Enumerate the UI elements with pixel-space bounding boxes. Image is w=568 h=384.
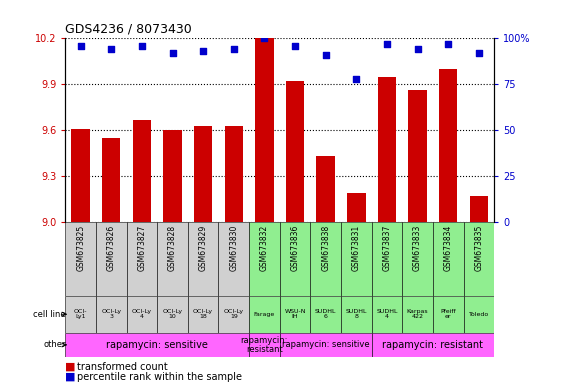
Text: rapamycin: sensitive: rapamycin: sensitive bbox=[282, 340, 370, 349]
Text: transformed count: transformed count bbox=[77, 362, 168, 372]
Point bbox=[290, 43, 299, 49]
Bar bbox=[219, 222, 249, 296]
Bar bbox=[280, 296, 310, 333]
Bar bbox=[157, 222, 188, 296]
Text: GSM673834: GSM673834 bbox=[444, 225, 453, 271]
Text: OCI-Ly
4: OCI-Ly 4 bbox=[132, 309, 152, 319]
Text: SUDHL
8: SUDHL 8 bbox=[345, 309, 367, 319]
Bar bbox=[433, 296, 463, 333]
Text: rapamycin:
resistant: rapamycin: resistant bbox=[241, 336, 288, 354]
Text: GSM673835: GSM673835 bbox=[474, 225, 483, 271]
Text: GSM673832: GSM673832 bbox=[260, 225, 269, 271]
Bar bbox=[371, 333, 494, 357]
Bar bbox=[280, 333, 371, 357]
Text: ■: ■ bbox=[65, 372, 76, 382]
Text: GSM673827: GSM673827 bbox=[137, 225, 147, 271]
Text: other: other bbox=[43, 340, 66, 349]
Point bbox=[352, 76, 361, 82]
Text: GSM673837: GSM673837 bbox=[382, 225, 391, 271]
Text: OCI-Ly
18: OCI-Ly 18 bbox=[193, 309, 213, 319]
Bar bbox=[371, 222, 402, 296]
Point bbox=[76, 43, 85, 49]
Bar bbox=[255, 38, 274, 222]
Text: Farage: Farage bbox=[254, 312, 275, 317]
Text: SUDHL
6: SUDHL 6 bbox=[315, 309, 336, 319]
Text: GSM673836: GSM673836 bbox=[291, 225, 299, 271]
Text: cell line: cell line bbox=[34, 310, 66, 319]
Bar bbox=[249, 296, 280, 333]
Text: OCI-
Ly1: OCI- Ly1 bbox=[74, 309, 87, 319]
Bar bbox=[188, 296, 219, 333]
Bar bbox=[133, 119, 151, 222]
Text: ■: ■ bbox=[65, 362, 76, 372]
Point bbox=[444, 41, 453, 47]
Bar bbox=[102, 138, 120, 222]
Text: rapamycin: sensitive: rapamycin: sensitive bbox=[106, 340, 208, 350]
Bar bbox=[127, 296, 157, 333]
Text: Toledo: Toledo bbox=[469, 312, 489, 317]
Bar bbox=[341, 296, 371, 333]
Bar bbox=[402, 222, 433, 296]
Text: percentile rank within the sample: percentile rank within the sample bbox=[77, 372, 241, 382]
Bar bbox=[224, 126, 243, 222]
Text: WSU-N
IH: WSU-N IH bbox=[285, 309, 306, 319]
Point bbox=[107, 46, 116, 53]
Point bbox=[229, 46, 239, 53]
Text: GDS4236 / 8073430: GDS4236 / 8073430 bbox=[65, 23, 192, 36]
Text: SUDHL
4: SUDHL 4 bbox=[376, 309, 398, 319]
Bar bbox=[371, 296, 402, 333]
Text: Pfeiff
er: Pfeiff er bbox=[440, 309, 456, 319]
Bar bbox=[286, 81, 304, 222]
Text: OCI-Ly
3: OCI-Ly 3 bbox=[101, 309, 122, 319]
Bar bbox=[439, 69, 457, 222]
Text: Karpas
422: Karpas 422 bbox=[407, 309, 428, 319]
Text: rapamycin: resistant: rapamycin: resistant bbox=[382, 340, 483, 350]
Bar bbox=[280, 222, 310, 296]
Point bbox=[137, 43, 147, 49]
Bar bbox=[157, 296, 188, 333]
Bar bbox=[72, 129, 90, 222]
Text: GSM673829: GSM673829 bbox=[199, 225, 208, 271]
Bar bbox=[463, 296, 494, 333]
Point bbox=[199, 48, 208, 55]
Bar bbox=[96, 222, 127, 296]
Bar bbox=[470, 196, 488, 222]
Point bbox=[413, 46, 422, 53]
Text: GSM673830: GSM673830 bbox=[229, 225, 239, 271]
Text: GSM673826: GSM673826 bbox=[107, 225, 116, 271]
Text: GSM673833: GSM673833 bbox=[413, 225, 422, 271]
Point bbox=[474, 50, 483, 56]
Bar bbox=[316, 156, 335, 222]
Bar bbox=[194, 126, 212, 222]
Bar bbox=[433, 222, 463, 296]
Bar bbox=[65, 333, 249, 357]
Bar bbox=[249, 333, 280, 357]
Bar bbox=[249, 222, 280, 296]
Text: OCI-Ly
10: OCI-Ly 10 bbox=[162, 309, 182, 319]
Bar bbox=[127, 222, 157, 296]
Text: GSM673825: GSM673825 bbox=[76, 225, 85, 271]
Bar bbox=[188, 222, 219, 296]
Text: GSM673828: GSM673828 bbox=[168, 225, 177, 271]
Text: GSM673831: GSM673831 bbox=[352, 225, 361, 271]
Text: OCI-Ly
19: OCI-Ly 19 bbox=[224, 309, 244, 319]
Bar bbox=[402, 296, 433, 333]
Point bbox=[382, 41, 391, 47]
Bar bbox=[463, 222, 494, 296]
Bar bbox=[378, 77, 396, 222]
Bar bbox=[164, 130, 182, 222]
Bar bbox=[65, 296, 96, 333]
Bar bbox=[96, 296, 127, 333]
Bar bbox=[310, 222, 341, 296]
Bar bbox=[408, 91, 427, 222]
Bar bbox=[219, 296, 249, 333]
Point bbox=[168, 50, 177, 56]
Point bbox=[260, 35, 269, 41]
Bar bbox=[65, 222, 96, 296]
Text: GSM673838: GSM673838 bbox=[321, 225, 330, 271]
Bar bbox=[310, 296, 341, 333]
Point bbox=[321, 52, 330, 58]
Bar bbox=[341, 222, 371, 296]
Bar bbox=[347, 193, 366, 222]
